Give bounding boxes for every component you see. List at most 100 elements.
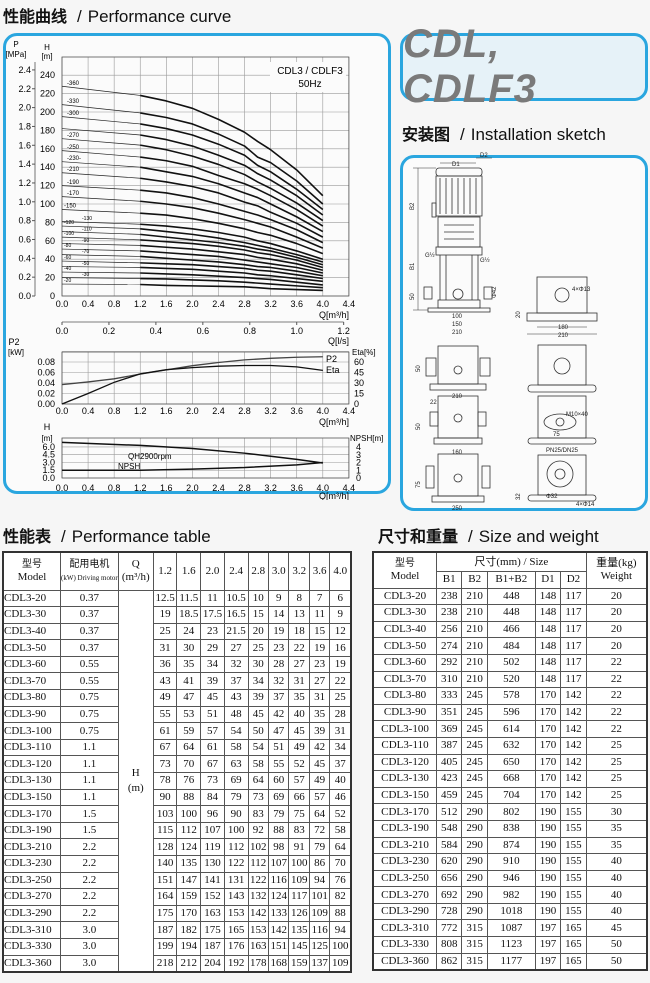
motor-cell: 2.2 xyxy=(60,838,119,856)
dimension-cell: 946 xyxy=(486,869,536,888)
x-tick-label: 0.0 xyxy=(56,299,69,309)
dimension-cell: 315 xyxy=(461,952,488,971)
header-cn: 型号 xyxy=(22,559,42,571)
dimension-cell: 315 xyxy=(461,919,488,938)
head-value-cell: 34 xyxy=(200,655,225,674)
head-value-cell: 29 xyxy=(200,639,225,657)
dimension-cell: 802 xyxy=(486,803,536,821)
motor-cell: 0.37 xyxy=(60,606,119,624)
x-tick-label: 1.6 xyxy=(160,299,173,309)
table-row: CDL3-230 2.2 140 135 130 122 112 107 100 86 70 xyxy=(2,855,352,873)
head-value-cell: 43 xyxy=(223,689,249,707)
head-value-cell: 88 xyxy=(329,904,352,923)
weight-cell: 25 xyxy=(585,736,648,755)
y2-axis-label: Eta[%] xyxy=(352,348,376,357)
dimension-cell: 838 xyxy=(486,819,536,838)
table-row: CDL3-210 584 290 874 190 155 35 xyxy=(372,836,648,855)
curve-label: -100 xyxy=(64,231,74,237)
header-cn: 重量(kg) xyxy=(596,557,637,570)
x-tick-label: 2.0 xyxy=(186,299,199,309)
dimension-label: 75 xyxy=(553,432,560,438)
curve-label: -170 xyxy=(67,191,80,197)
y-tick-label: 0 xyxy=(50,291,55,301)
dimension-cell: 405 xyxy=(435,753,463,772)
dimension-cell: 210 xyxy=(461,620,488,639)
motor-cell: 1.1 xyxy=(60,788,119,807)
x-tick-label: 4.4 xyxy=(343,483,356,493)
model-cell: CDL3-130 xyxy=(372,770,437,788)
head-value-cell: 16 xyxy=(329,639,352,657)
dimension-cell: 290 xyxy=(461,902,488,921)
dimension-cell: 256 xyxy=(435,620,463,639)
curve-thin-segment xyxy=(61,271,141,274)
dimension-cell: 245 xyxy=(461,703,488,722)
installation-sketch-panel xyxy=(400,155,648,511)
head-value-cell: 30 xyxy=(176,639,202,657)
performance-curve-title: 性能曲线 / Performance curve xyxy=(3,3,231,27)
motor-cell: 0.75 xyxy=(60,689,119,707)
p-tick-label: 0.6 xyxy=(18,234,31,244)
p-tick-label: 2.2 xyxy=(18,84,31,94)
table-row: CDL3-150 1.1 90 88 84 79 73 69 66 57 46 xyxy=(2,788,352,807)
head-value-cell: 25 xyxy=(247,639,269,657)
y-tick-label: 100 xyxy=(40,199,55,209)
head-value-cell: 116 xyxy=(308,921,331,939)
p-tick-label: 1.2 xyxy=(18,178,31,188)
dimension-cell: 245 xyxy=(461,736,488,755)
y-axis-unit: [kW] xyxy=(8,348,24,357)
x-tick-label: 3.2 xyxy=(264,483,277,493)
dimension-cell: 170 xyxy=(534,753,562,772)
weight-cell: 40 xyxy=(585,869,648,888)
dimension-cell: 423 xyxy=(435,770,463,788)
head-value-cell: 54 xyxy=(247,738,269,757)
motor-cell: 1.1 xyxy=(60,755,119,774)
head-value-cell: 94 xyxy=(329,921,352,939)
size-weight-table: 型号 Model 尺寸(mm) / Size 重量(kg) Weight B1 B2 B… xyxy=(372,551,648,972)
head-value-cell: 96 xyxy=(200,805,225,823)
model-cell: CDL3-90 xyxy=(2,705,61,724)
head-value-cell: 165 xyxy=(223,921,249,939)
p-tick-label: 1.6 xyxy=(18,140,31,150)
brand-text: CDL, CDLF3 xyxy=(403,22,537,111)
head-value-cell: 47 xyxy=(267,722,290,740)
table-row: CDL3-50 0.37 31 30 29 27 25 23 22 19 16 xyxy=(2,639,352,657)
head-value-cell: 23 xyxy=(267,639,290,657)
dimension-cell: 142 xyxy=(560,720,587,738)
head-value-cell: 92 xyxy=(247,821,269,840)
x-axis-label: Q[m³/h] xyxy=(319,310,349,320)
head-value-cell: 124 xyxy=(267,888,290,906)
curve-thin-segment xyxy=(61,161,141,168)
dimension-cell: 142 xyxy=(560,736,587,755)
x-axis-label: Q[m³/h] xyxy=(319,417,349,427)
head-value-cell: 163 xyxy=(247,937,269,956)
motor-cell: 3.0 xyxy=(60,937,119,956)
npsh-curve-label: NPSH xyxy=(118,462,140,471)
head-value-cell: 11.5 xyxy=(176,589,202,608)
head-value-cell: 88 xyxy=(267,821,290,840)
p-tick-label: 0.4 xyxy=(18,253,31,263)
motor-cell: 1.5 xyxy=(60,821,119,840)
motor-cell: 1.5 xyxy=(60,805,119,823)
dimension-cell: 620 xyxy=(435,853,463,871)
curve-thin-segment xyxy=(61,196,141,202)
motor-cell: 0.55 xyxy=(60,672,119,691)
table-row: CDL3-70 0.55 43 41 39 37 34 32 31 27 22 xyxy=(2,672,352,691)
head-value-cell: 100 xyxy=(223,821,249,840)
head-value-cell: 122 xyxy=(247,871,269,890)
x2-axis-label: Q[l/s] xyxy=(328,336,349,346)
curve-50 xyxy=(140,266,323,283)
head-value-cell: 100 xyxy=(288,855,310,873)
weight-cell: 20 xyxy=(585,587,648,606)
dimension-cell: 290 xyxy=(461,853,488,871)
head-value-cell: 27 xyxy=(288,655,310,674)
dimension-cell: 459 xyxy=(435,786,463,805)
curve-150 xyxy=(140,212,324,255)
head-value-cell: 52 xyxy=(288,755,310,774)
head-value-cell: 91 xyxy=(288,838,310,856)
head-value-cell: 18.5 xyxy=(176,606,202,624)
head-value-cell: 112 xyxy=(223,838,249,856)
motor-cell: 3.0 xyxy=(60,954,119,973)
col-motor: 配用电机 (kW) Driving motor xyxy=(60,551,119,591)
curve-label: -30 xyxy=(82,272,89,278)
dimension-cell: 155 xyxy=(560,803,587,821)
